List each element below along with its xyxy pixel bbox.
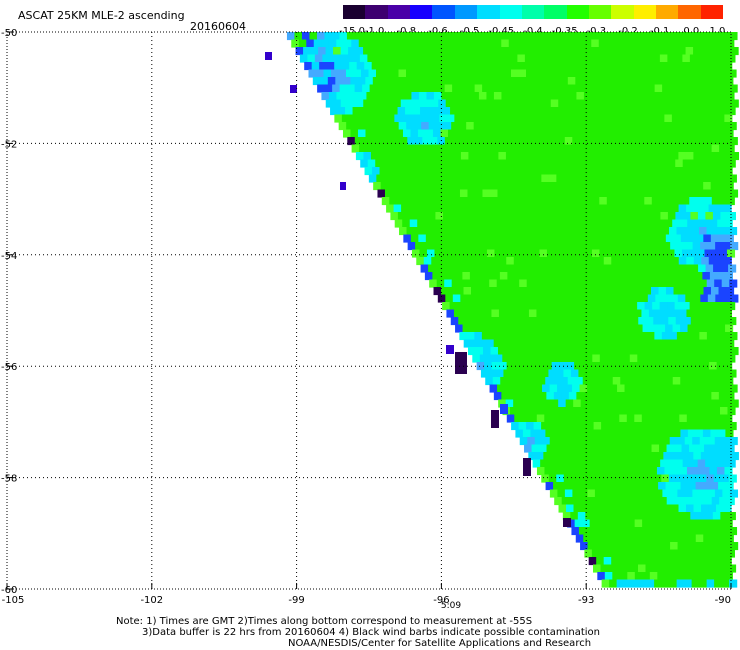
colorbar-tick-label: -0.3: [586, 26, 607, 37]
colorbar-segment: [633, 5, 657, 19]
footer-note: Note: 1) Times are GMT 2)Times along bot…: [0, 614, 740, 650]
lat-tick-label: -52: [1, 139, 17, 150]
colorbar-segment: [521, 5, 545, 19]
map-axes: -50 -52 -54 -56 -58 -60-105 -102 -99 -96 -93 -90: [1, 28, 732, 606]
note-line-1: Note: 1) Times are GMT 2)Times along bot…: [116, 616, 533, 627]
colorbar-tick-label: -0.35: [551, 26, 578, 37]
colorbar-segment: [499, 5, 522, 19]
lat-tick-label: -58: [1, 474, 17, 485]
colorbar-segment: [544, 5, 567, 19]
note-line-2: 3)Data buffer is 22 hrs from 20160604 4)…: [142, 627, 600, 638]
colorbar-segment: [656, 5, 679, 19]
colorbar: [343, 5, 724, 19]
lat-tick-label: -50: [1, 28, 17, 39]
lon-tick-label: -102: [140, 595, 163, 606]
lon-tick-label: -96: [433, 595, 449, 606]
colorbar-segment: [477, 5, 500, 19]
lat-tick-label: -56: [1, 362, 17, 373]
colorbar-segment: [611, 5, 634, 19]
lon-tick-label: -90: [715, 595, 731, 606]
map-date: 20160604: [190, 20, 246, 33]
colorbar-tick-label: 1.0: [709, 26, 726, 37]
colorbar-tick-label: -0.1: [649, 26, 670, 37]
lat-tick-label: -60: [1, 585, 17, 596]
colorbar-segment: [678, 5, 701, 19]
colorbar-segment: [566, 5, 589, 19]
lon-tick-label: -105: [2, 595, 25, 606]
colorbar-segment: [343, 5, 366, 19]
colorbar-tick-label: -1.0: [364, 26, 385, 37]
lat-tick-label: -54: [1, 251, 17, 262]
map-plot: -50 -52 -54 -56 -58 -60-105 -102 -99 -96 -93 -90 5…: [1, 28, 740, 611]
colorbar-segment: [588, 5, 612, 19]
map-title: ASCAT 25KM MLE-2 ascending: [18, 9, 185, 22]
colorbar-segment: [454, 5, 478, 19]
lat-lon-grid: [7, 32, 731, 589]
colorbar-segment: [410, 5, 433, 19]
colorbar-segment: [432, 5, 455, 19]
wind-field: [265, 32, 740, 588]
colorbar-segment: [387, 5, 411, 19]
lon-tick-label: -93: [578, 595, 594, 606]
lon-tick-label: -99: [288, 595, 304, 606]
note-line-3: NOAA/NESDIS/Center for Satellite Applica…: [288, 638, 592, 649]
colorbar-segment: [365, 5, 388, 19]
colorbar-segment: [700, 5, 724, 19]
pass-time-label: 5:09: [441, 601, 461, 611]
colorbar-tick-label: -0.6: [428, 26, 448, 37]
colorbar-tick-label: -0.45: [488, 26, 515, 37]
